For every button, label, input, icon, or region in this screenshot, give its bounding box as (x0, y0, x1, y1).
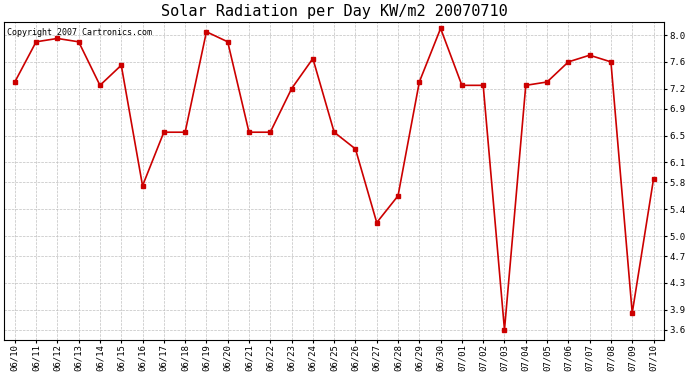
Text: Copyright 2007 Cartronics.com: Copyright 2007 Cartronics.com (8, 28, 152, 37)
Title: Solar Radiation per Day KW/m2 20070710: Solar Radiation per Day KW/m2 20070710 (161, 4, 508, 19)
